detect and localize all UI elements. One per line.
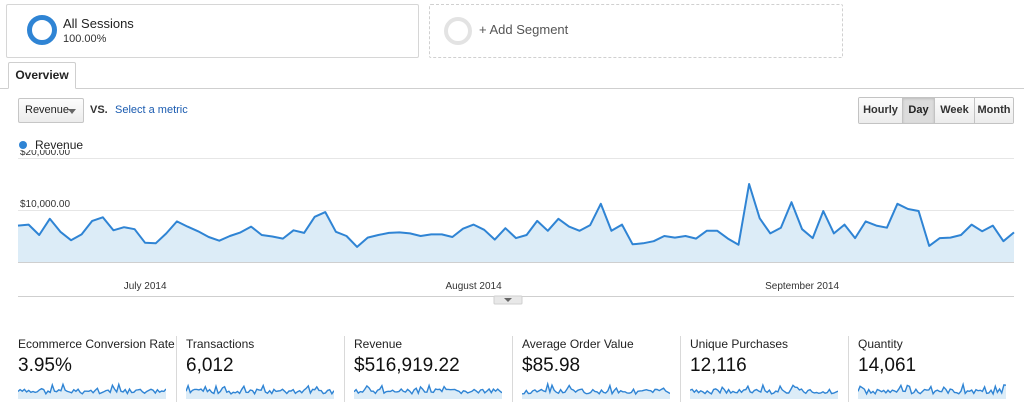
chevron-down-icon bbox=[68, 109, 76, 114]
revenue-line bbox=[17, 183, 1015, 248]
segment-ring-icon bbox=[27, 15, 57, 45]
scorecard-value: 12,116 bbox=[690, 355, 747, 376]
granularity-week-button[interactable]: Week bbox=[935, 98, 975, 123]
scorecard-title: Revenue bbox=[354, 337, 403, 351]
x-tick-label: July 2014 bbox=[124, 281, 167, 292]
scorecard-title: Transactions bbox=[186, 337, 255, 351]
sparkline-line bbox=[354, 383, 502, 396]
legend-dot-icon bbox=[19, 141, 27, 149]
sparkline-line bbox=[186, 383, 334, 396]
scorecards: Ecommerce Conversion Rate 3.95% Transact… bbox=[0, 330, 1024, 412]
scorecard-unique-purchases[interactable]: Unique Purchases 12,116 bbox=[690, 330, 855, 402]
sparkline bbox=[690, 382, 838, 399]
scorecard-value: 6,012 bbox=[186, 355, 234, 376]
granularity-toggle: Hourly Day Week Month bbox=[858, 97, 1014, 124]
sparkline-line bbox=[858, 381, 1006, 396]
add-segment-button[interactable]: + Add Segment bbox=[429, 4, 843, 58]
scorecard-value: $85.98 bbox=[522, 355, 581, 376]
card-divider bbox=[344, 336, 345, 402]
tab-divider bbox=[0, 88, 1024, 89]
x-tick-label: September 2014 bbox=[765, 281, 839, 292]
scorecard-value: $516,919.22 bbox=[354, 355, 460, 376]
sparkline bbox=[858, 381, 1006, 399]
revenue-chart[interactable]: $20,000.00 $10,000.00 July 2014 August 201… bbox=[0, 150, 1024, 310]
scorecard-title: Ecommerce Conversion Rate bbox=[18, 337, 175, 351]
x-tick-label: August 2014 bbox=[446, 281, 503, 292]
card-divider bbox=[680, 336, 681, 402]
segment-percent: 100.00% bbox=[63, 33, 107, 45]
y-tick-label: $10,000.00 bbox=[20, 199, 70, 210]
scorecard-title: Unique Purchases bbox=[690, 337, 789, 351]
chevron-down-icon bbox=[504, 298, 512, 302]
segment-all-sessions[interactable]: All Sessions 100.00% bbox=[6, 4, 419, 58]
granularity-month-button[interactable]: Month bbox=[975, 98, 1013, 123]
scorecard-revenue[interactable]: Revenue $516,919.22 bbox=[354, 330, 519, 402]
tab-overview[interactable]: Overview bbox=[8, 62, 76, 89]
metric-dropdown-value: Revenue bbox=[25, 104, 70, 116]
sparkline-area bbox=[186, 385, 334, 399]
sparkline-area bbox=[354, 385, 502, 399]
card-divider bbox=[512, 336, 513, 402]
sparkline bbox=[186, 383, 334, 399]
y-tick-label: $20,000.00 bbox=[20, 150, 70, 158]
sparkline bbox=[18, 381, 166, 399]
scorecard-quantity[interactable]: Quantity 14,061 bbox=[858, 330, 1023, 402]
scorecard-transactions[interactable]: Transactions 6,012 bbox=[186, 330, 351, 402]
scorecard-title: Average Order Value bbox=[522, 337, 634, 351]
sparkline-area bbox=[522, 384, 670, 399]
add-segment-label: + Add Segment bbox=[479, 22, 569, 37]
select-metric-link[interactable]: Select a metric bbox=[115, 104, 188, 116]
scorecard-value: 14,061 bbox=[858, 355, 917, 376]
metric-dropdown[interactable]: Revenue bbox=[18, 98, 84, 123]
empty-segment-ring-icon bbox=[444, 17, 472, 45]
scorecard-conversion-rate[interactable]: Ecommerce Conversion Rate 3.95% bbox=[18, 330, 183, 402]
revenue-area bbox=[18, 184, 1014, 262]
sparkline bbox=[522, 381, 670, 399]
scorecard-value: 3.95% bbox=[18, 355, 72, 376]
sparkline-line bbox=[18, 381, 166, 396]
sparkline-line bbox=[522, 381, 670, 396]
scorecard-average-order-value[interactable]: Average Order Value $85.98 bbox=[522, 330, 687, 402]
segment-title: All Sessions bbox=[63, 16, 134, 31]
card-divider bbox=[176, 336, 177, 402]
granularity-hourly-button[interactable]: Hourly bbox=[859, 98, 903, 123]
legend-label: Revenue bbox=[35, 138, 84, 152]
vs-label: VS. bbox=[90, 104, 108, 116]
sparkline-area bbox=[690, 385, 838, 399]
sparkline bbox=[354, 383, 502, 399]
card-divider bbox=[848, 336, 849, 402]
granularity-day-button[interactable]: Day bbox=[903, 98, 935, 123]
sparkline-line bbox=[690, 382, 838, 395]
scorecard-title: Quantity bbox=[858, 337, 903, 351]
